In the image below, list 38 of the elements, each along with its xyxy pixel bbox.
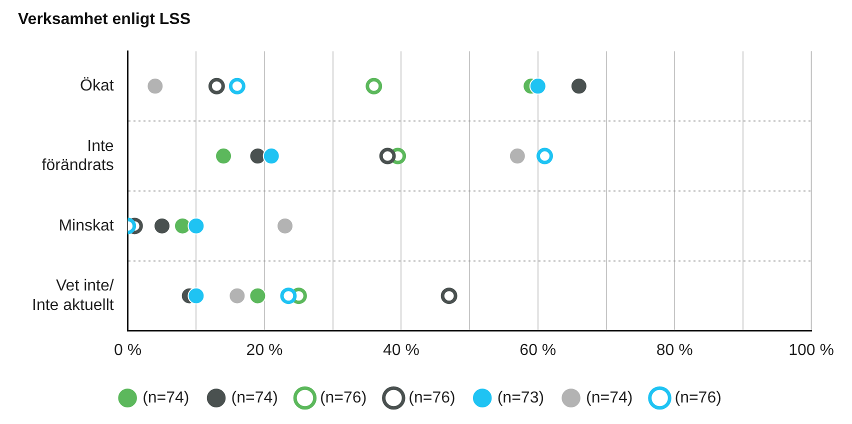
x-tick-label: 20 % [246, 342, 283, 359]
point [249, 287, 266, 304]
point [188, 217, 205, 234]
y-tick-label: Vet inte/ Inte aktuellt [32, 278, 114, 314]
point [208, 78, 225, 94]
legend-label: (n=73) [497, 389, 544, 406]
point [536, 148, 554, 164]
legend-label: (n=74) [586, 389, 633, 406]
point [262, 148, 280, 165]
x-tick-label: 80 % [656, 342, 693, 359]
y-tick-label: Inte förändrats [42, 138, 114, 174]
legend-label: (n=74) [142, 389, 190, 406]
point [215, 148, 232, 165]
point [379, 148, 396, 164]
point [508, 148, 526, 165]
legend-label: (n=74) [231, 389, 278, 406]
x-tick-label: 0 % [114, 342, 142, 359]
point [146, 78, 164, 95]
point [228, 287, 246, 304]
chart-title: Verksamhet enligt LSS [18, 11, 191, 28]
x-tick-label: 100 % [788, 342, 834, 359]
y-tick-label: Ökat [80, 76, 114, 95]
x-tick-label: 40 % [382, 342, 420, 359]
point [570, 78, 588, 95]
point [366, 78, 382, 94]
point [276, 217, 294, 234]
legend-label: (n=76) [320, 389, 367, 406]
point [280, 288, 297, 304]
legend-label: (n=76) [674, 389, 722, 406]
x-tick-label: 60 % [520, 342, 556, 359]
point [249, 148, 266, 165]
point [154, 217, 171, 234]
point [188, 287, 205, 304]
point [228, 78, 246, 94]
point [529, 78, 546, 95]
legend-label: (n=76) [408, 389, 456, 406]
point [440, 288, 458, 304]
y-tick-label: Minskat [58, 217, 114, 234]
